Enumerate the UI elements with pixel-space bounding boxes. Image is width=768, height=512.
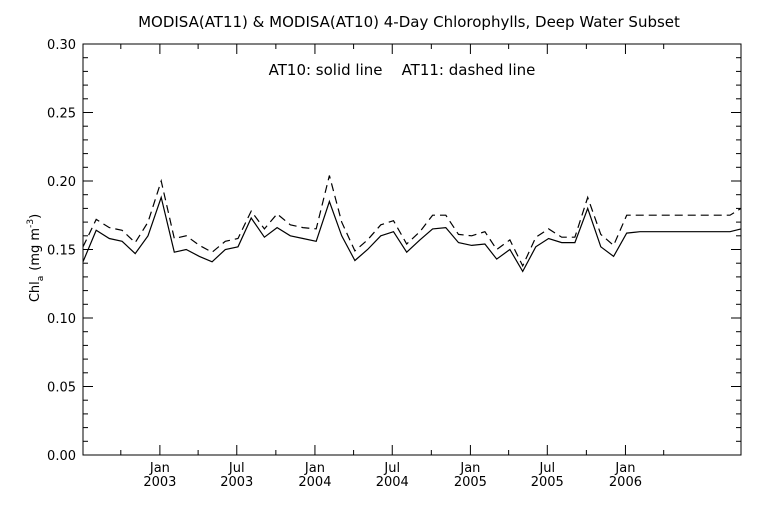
x-tick-label-year: 2004 — [376, 475, 409, 490]
series-group — [82, 175, 742, 273]
y-axis-label-units: (mg m — [28, 228, 43, 271]
plot-frame — [82, 43, 742, 456]
y-tick-label: 0.20 — [47, 175, 76, 190]
y-axis-label-main: Chl — [28, 281, 43, 302]
x-tick-label-month: Jan — [304, 461, 325, 476]
x-tick-label-month: Jul — [538, 461, 555, 476]
y-tick-label: 0.00 — [47, 449, 76, 464]
y-axis-label-subscript: a — [36, 276, 46, 282]
chart-title: MODISA(AT11) & MODISA(AT10) 4-Day Chloro… — [138, 13, 680, 31]
line-style-annotation: AT10: solid line AT11: dashed line — [269, 61, 536, 79]
x-tick-label-year: 2003 — [143, 475, 176, 490]
x-tick-label-year: 2004 — [298, 475, 331, 490]
x-tick-label-year: 2003 — [220, 475, 253, 490]
y-tick-label: 0.30 — [47, 38, 76, 53]
y-tick-label: 0.10 — [47, 312, 76, 327]
y-tick-label: 0.25 — [47, 107, 76, 122]
x-tick-label-month: Jan — [149, 461, 170, 476]
x-tick-label-year: 2006 — [609, 475, 642, 490]
y-axis: 0.00 0.05 0.10 0.15 0.20 0.25 0.30 — [47, 38, 741, 464]
x-tick-label-year: 2005 — [454, 475, 487, 490]
x-tick-label-month: Jul — [383, 461, 400, 476]
series-at10-line — [82, 195, 742, 273]
x-tick-label-year: 2005 — [531, 475, 564, 490]
x-tick-label-month: Jul — [228, 461, 245, 476]
x-tick-label-month: Jan — [459, 461, 480, 476]
y-axis-label-close: ) — [28, 214, 43, 219]
y-axis-label: Chla (mg m-3) — [26, 214, 46, 302]
x-axis: Jan2003Jul2003Jan2004Jul2004Jan2005Jul20… — [120, 44, 665, 490]
y-tick-label: 0.15 — [47, 244, 76, 259]
y-axis-label-superscript: -3 — [26, 219, 36, 228]
x-tick-label-month: Jan — [614, 461, 635, 476]
series-at11-line — [82, 175, 742, 268]
y-tick-label: 0.05 — [47, 381, 76, 396]
